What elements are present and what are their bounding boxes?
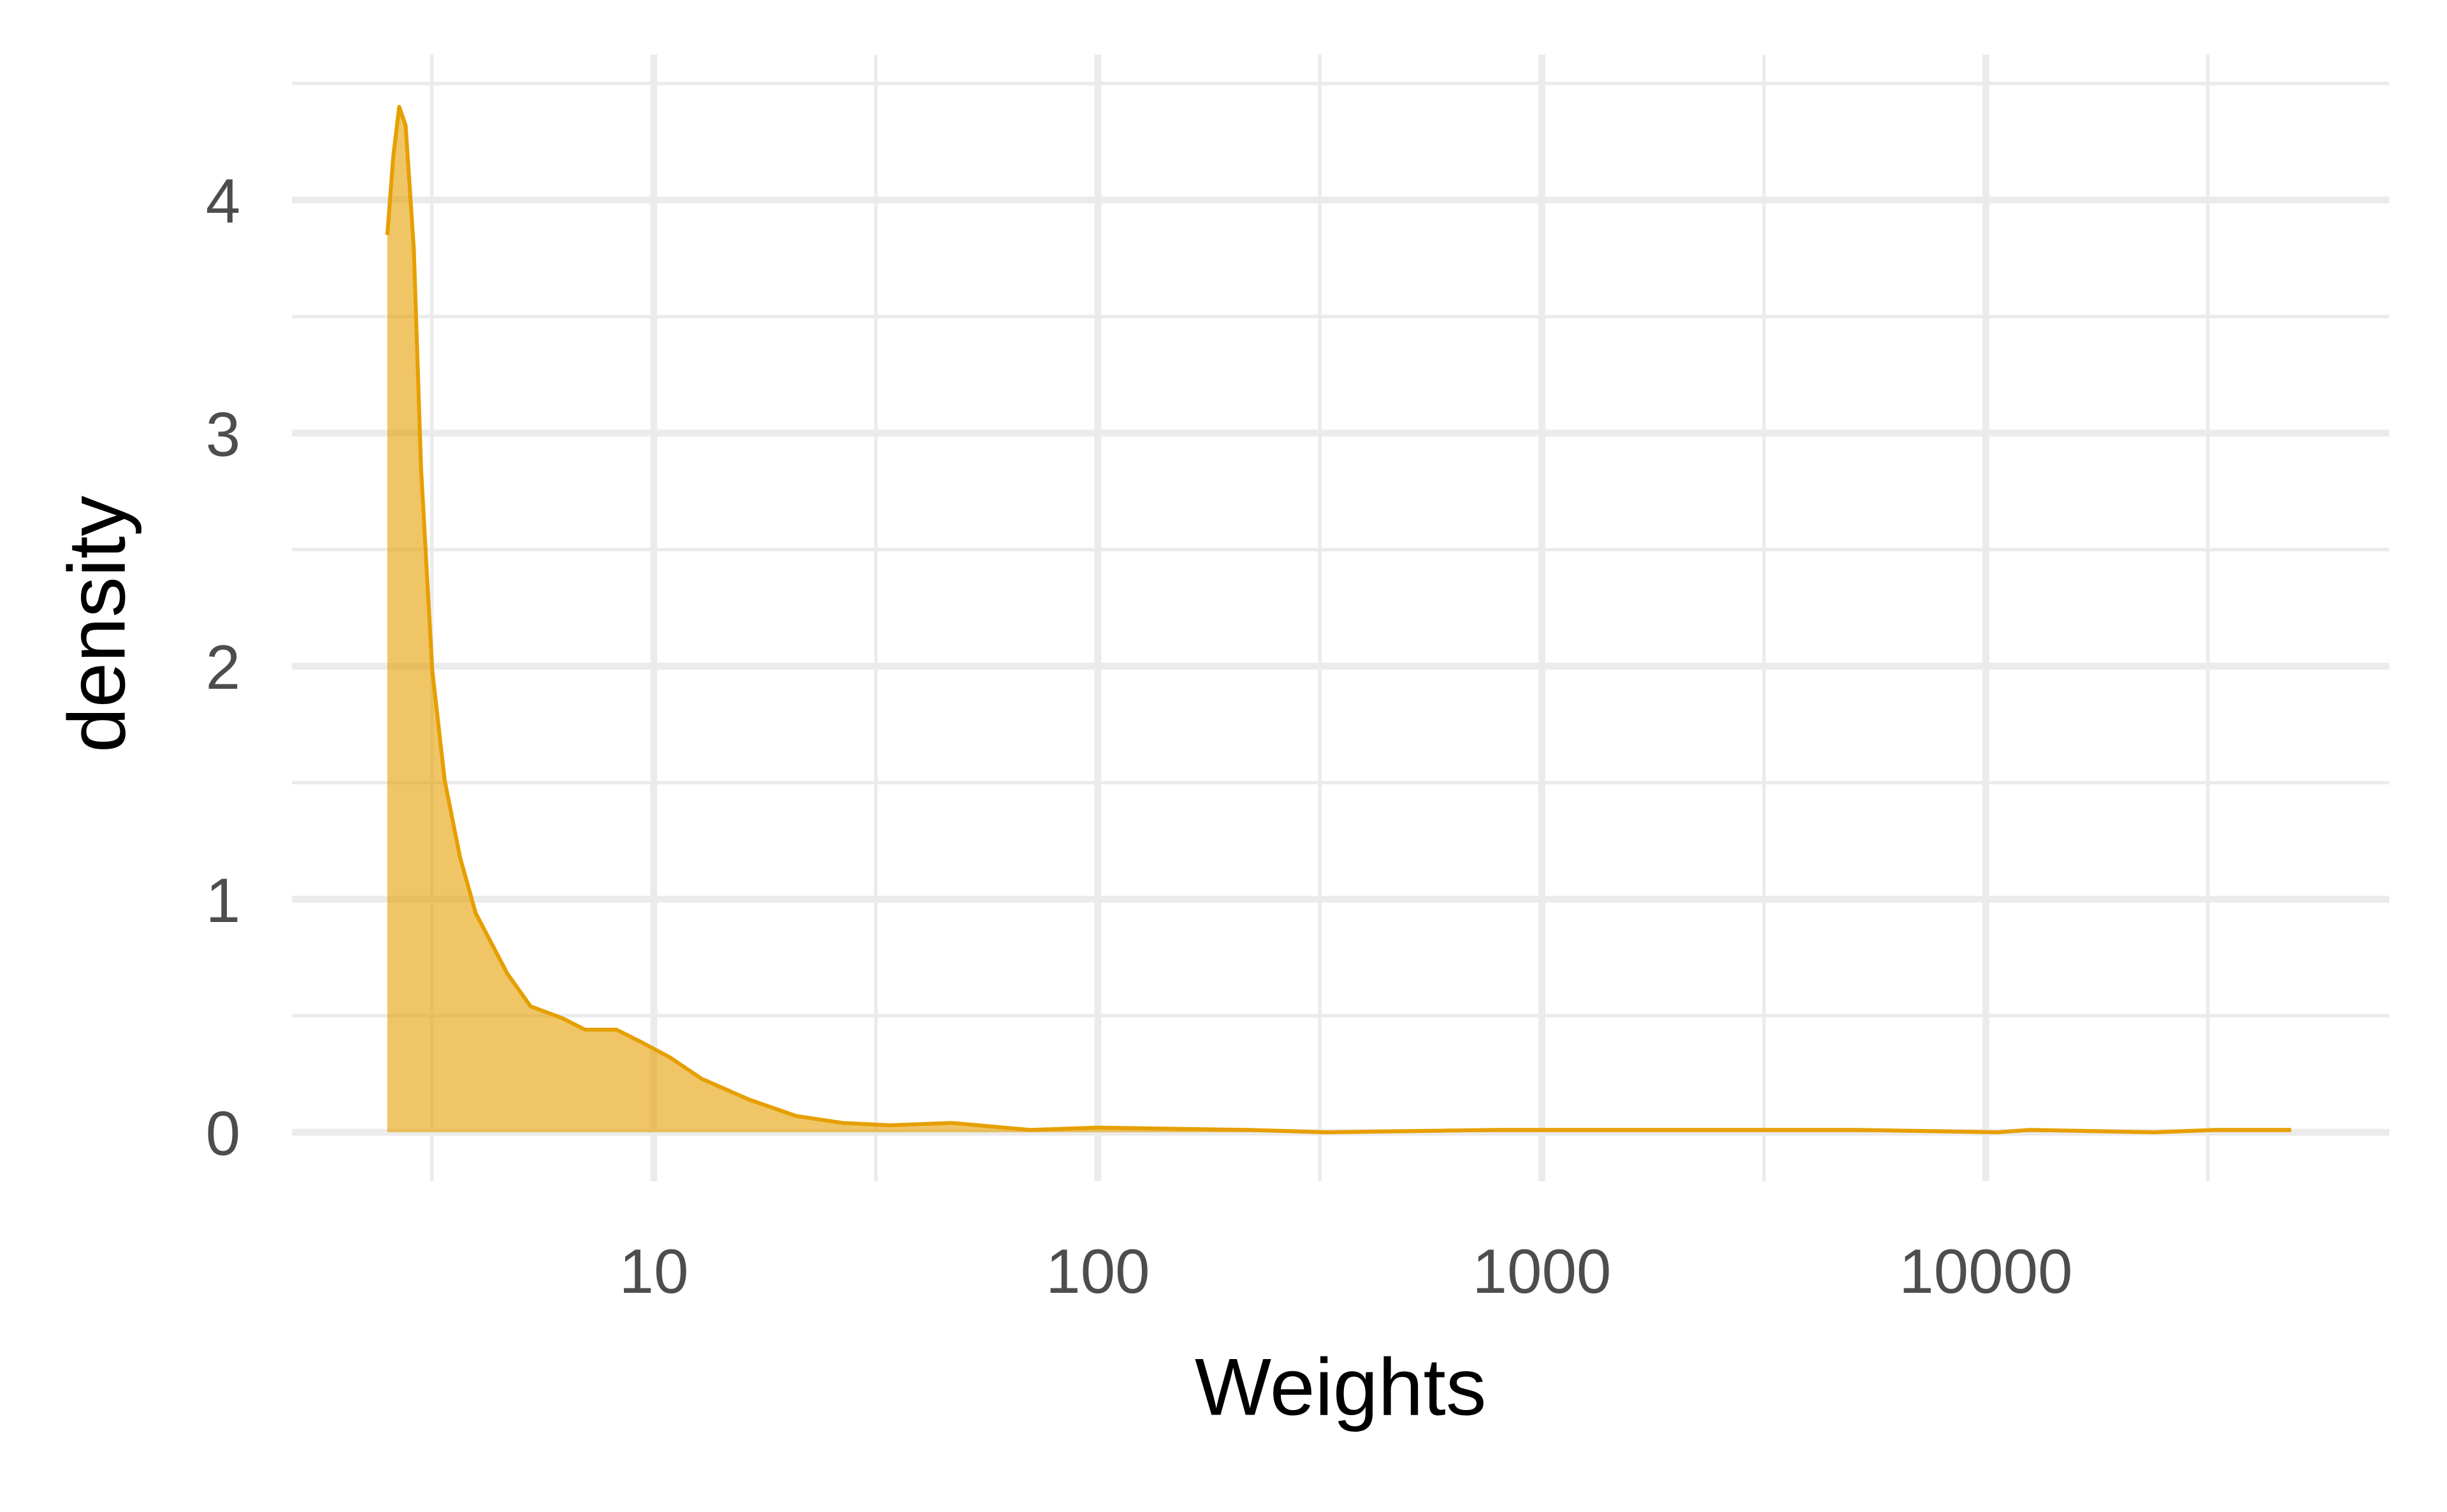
y-tick-label: 3 <box>206 399 240 469</box>
x-tick-label: 100 <box>1046 1236 1150 1306</box>
x-tick-label: 1000 <box>1473 1236 1612 1306</box>
x-tick-label: 10 <box>619 1236 689 1306</box>
density-line <box>385 104 2292 1135</box>
x-tick-label: 10000 <box>1899 1236 2072 1306</box>
y-tick-label: 0 <box>206 1098 240 1169</box>
y-tick-label: 2 <box>206 632 240 702</box>
y-axis-title: density <box>51 496 141 753</box>
y-tick-label: 1 <box>206 865 240 935</box>
y-tick-label: 4 <box>206 166 240 236</box>
density-area <box>387 106 2292 1133</box>
x-axis-title: Weights <box>1195 1342 1487 1432</box>
